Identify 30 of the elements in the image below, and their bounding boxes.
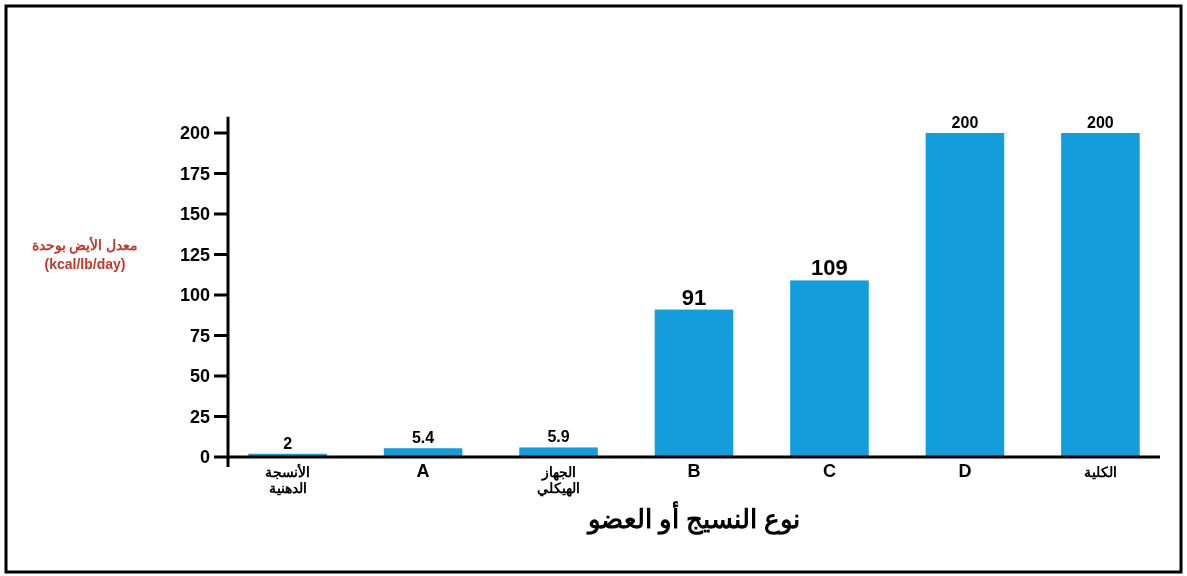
y-tick-label: 0 — [199, 447, 210, 468]
data-label: 200 — [1087, 114, 1114, 131]
y-tick-label: 175 — [179, 163, 210, 184]
x-tick-label: B — [687, 461, 701, 481]
y-tick-label: 125 — [179, 244, 210, 265]
data-label: 5.9 — [547, 428, 570, 446]
bar — [654, 309, 734, 457]
y-tick-label: 200 — [179, 123, 210, 144]
x-tick-label: D — [958, 461, 972, 481]
bar — [1061, 133, 1140, 457]
data-label: 200 — [951, 114, 979, 131]
x-tick-label: الكلية — [1083, 464, 1117, 480]
x-tick-label: الأنسجة الدهنية — [265, 463, 311, 497]
y-tick-label: 25 — [189, 406, 210, 427]
y-tick-label: 150 — [179, 204, 210, 225]
data-label: 91 — [681, 284, 707, 310]
data-label: 5.4 — [411, 429, 435, 447]
y-tick-label: 100 — [179, 285, 210, 306]
bar — [790, 280, 869, 457]
x-tick-label: A — [416, 461, 430, 481]
bar — [519, 447, 598, 457]
x-axis-title: نوع النسيج أو العضو — [585, 501, 801, 535]
bar — [925, 133, 1005, 457]
bar — [383, 448, 463, 457]
x-tick-label: C — [822, 461, 836, 481]
data-label: 2 — [283, 434, 293, 452]
y-tick-label: 75 — [189, 325, 210, 346]
y-tick-label: 50 — [189, 366, 210, 387]
data-label: 109 — [811, 255, 848, 281]
x-tick-label: الجهاز الهيكلي — [537, 464, 581, 498]
